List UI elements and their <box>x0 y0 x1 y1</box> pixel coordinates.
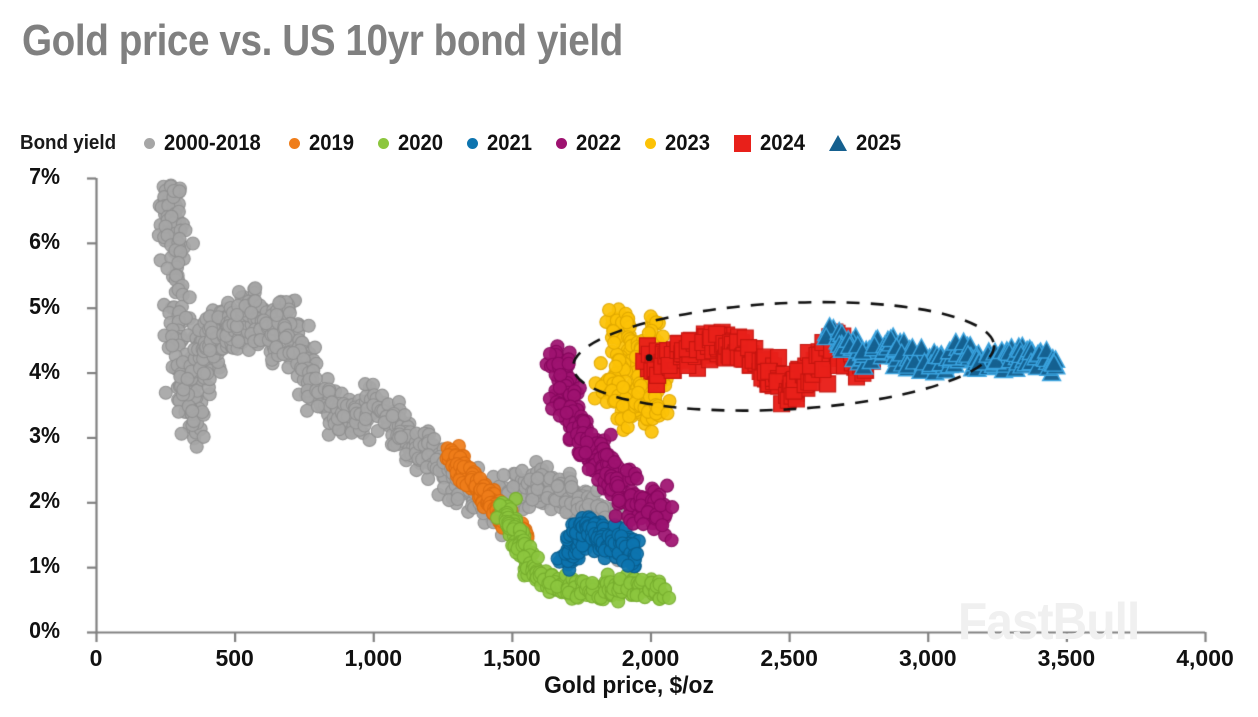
y-tick-label: 7% <box>29 163 60 189</box>
x-tick-label: 2,000 <box>621 645 680 671</box>
x-tick-label: 0 <box>89 645 103 671</box>
x-tick-label: 500 <box>215 645 254 671</box>
y-tick-label: 5% <box>29 292 60 319</box>
y-tick-label: 3% <box>29 422 60 449</box>
y-tick-label: 6% <box>29 227 60 254</box>
y-tick-label: 2% <box>29 487 60 514</box>
y-tick-label: 4% <box>29 357 60 384</box>
x-tick-label: 3,500 <box>1037 645 1096 671</box>
x-tick-label: 1,500 <box>483 645 541 671</box>
x-tick-label: 3,000 <box>898 645 957 671</box>
y-tick-label: 0% <box>29 617 60 643</box>
x-axis-title: Gold price, $/oz <box>544 672 714 699</box>
x-tick-label: 2,500 <box>760 645 818 671</box>
x-tick-label: 4,000 <box>1176 645 1234 671</box>
y-tick-label: 1% <box>29 552 60 579</box>
x-tick-label: 1,000 <box>344 645 403 671</box>
